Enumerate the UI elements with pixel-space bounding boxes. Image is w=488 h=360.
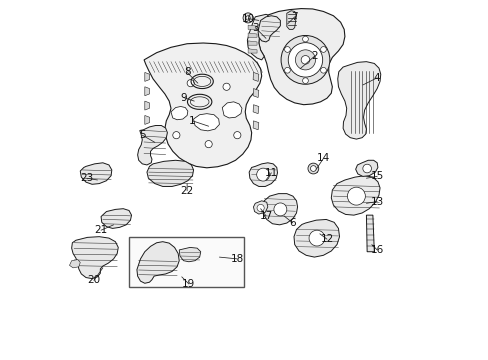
Text: 7: 7 [291,12,297,22]
Text: 20: 20 [87,275,100,285]
Text: 4: 4 [373,73,380,83]
Polygon shape [147,160,193,186]
Polygon shape [72,237,118,279]
Text: 22: 22 [180,186,193,196]
Circle shape [346,187,365,205]
Polygon shape [258,9,344,105]
Polygon shape [144,130,149,139]
Circle shape [320,67,325,73]
Circle shape [256,168,269,181]
Text: 1: 1 [189,116,195,126]
Polygon shape [337,62,380,139]
Circle shape [302,78,308,84]
Polygon shape [253,89,258,98]
Polygon shape [249,163,277,186]
Polygon shape [247,41,257,45]
Circle shape [257,204,264,212]
Circle shape [233,132,241,139]
Polygon shape [253,105,258,114]
Polygon shape [144,101,149,110]
Polygon shape [258,16,280,42]
Circle shape [243,13,253,23]
Text: 21: 21 [94,225,107,235]
Text: 17: 17 [259,211,272,221]
Circle shape [204,140,212,148]
Text: 23: 23 [80,173,93,183]
Polygon shape [80,163,112,184]
Text: 8: 8 [183,67,190,77]
Polygon shape [262,194,297,225]
Text: 12: 12 [320,234,333,244]
Text: 9: 9 [180,93,186,103]
Circle shape [187,80,194,87]
Text: 2: 2 [310,51,317,61]
Circle shape [307,163,318,174]
Circle shape [287,42,322,77]
Polygon shape [247,49,257,53]
Circle shape [284,67,290,73]
Polygon shape [144,116,149,125]
Polygon shape [247,25,257,30]
Text: 10: 10 [241,14,254,24]
Text: 16: 16 [370,245,383,255]
Polygon shape [137,126,167,165]
Text: 14: 14 [316,153,329,163]
Circle shape [308,230,324,246]
Circle shape [284,46,290,52]
Text: 5: 5 [139,130,145,140]
Text: 11: 11 [264,168,278,178]
Circle shape [172,132,180,139]
Circle shape [320,46,325,52]
Polygon shape [253,72,258,81]
Polygon shape [366,215,373,252]
Text: 18: 18 [230,254,244,264]
Polygon shape [355,160,377,176]
Circle shape [302,36,308,42]
Circle shape [310,166,316,171]
Polygon shape [137,242,179,283]
Text: 3: 3 [251,23,258,33]
Polygon shape [144,43,261,168]
Text: 13: 13 [370,197,383,207]
Circle shape [362,164,371,173]
Polygon shape [247,33,257,37]
Circle shape [295,50,315,70]
Polygon shape [247,14,267,60]
Polygon shape [293,220,339,257]
Polygon shape [69,260,80,268]
Polygon shape [253,201,267,214]
Polygon shape [179,247,201,262]
FancyBboxPatch shape [129,237,244,287]
Text: 19: 19 [182,279,195,289]
Text: 15: 15 [370,171,383,181]
Polygon shape [101,209,131,228]
Polygon shape [253,121,258,130]
Text: 6: 6 [289,218,296,228]
Circle shape [245,16,250,20]
Polygon shape [171,107,187,120]
Circle shape [281,36,329,84]
Circle shape [273,203,286,216]
Polygon shape [330,176,379,215]
Polygon shape [144,87,149,96]
Polygon shape [144,72,149,81]
Circle shape [223,83,230,90]
Polygon shape [286,11,296,30]
Polygon shape [193,114,219,131]
Polygon shape [222,102,242,118]
Circle shape [301,55,309,64]
